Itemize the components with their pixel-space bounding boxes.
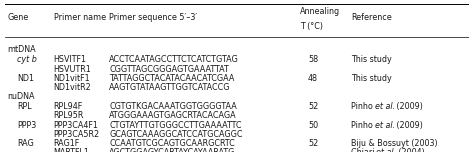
Text: et al.: et al. [376,148,396,152]
Text: PPP3: PPP3 [17,121,36,130]
Text: CGTGTKGACAAATGGTGGGGTAA: CGTGTKGACAAATGGTGGGGTAA [109,102,237,111]
Text: 52: 52 [308,102,319,111]
Text: CGGTTAGCGGGAGTGAAATTAT: CGGTTAGCGGGAGTGAAATTAT [109,65,229,74]
Text: Pinho: Pinho [351,102,375,111]
Text: RAG: RAG [17,139,34,148]
Text: RPL: RPL [17,102,32,111]
Text: ND1vitF1: ND1vitF1 [54,74,90,83]
Text: This study: This study [351,55,392,64]
Text: T (°C): T (°C) [300,22,323,31]
Text: 50: 50 [308,121,318,130]
Text: ACCTCAATAGCCTTCTCATCTGTAG: ACCTCAATAGCCTTCTCATCTGTAG [109,55,239,64]
Text: This study: This study [351,74,392,83]
Text: PPP3CA5R2: PPP3CA5R2 [54,130,100,139]
Text: (2009): (2009) [394,121,423,130]
Text: nuDNA: nuDNA [7,92,35,101]
Text: (2009): (2009) [394,102,423,111]
Text: et al.: et al. [374,102,395,111]
Text: Annealing: Annealing [300,7,340,16]
Text: Pinho: Pinho [351,121,375,130]
Text: AGCTGGAGYCARTAYCAYAARATG: AGCTGGAGYCARTAYCAYAARATG [109,148,236,152]
Text: cyt b: cyt b [17,55,37,64]
Text: HSVUTR1: HSVUTR1 [54,65,91,74]
Text: Primer sequence 5′–3′: Primer sequence 5′–3′ [109,13,198,22]
Text: RAG1F: RAG1F [54,139,80,148]
Text: Gene: Gene [7,13,28,22]
Text: RPL94F: RPL94F [54,102,83,111]
Text: AAGTGTATAAGTTGGTCATACCG: AAGTGTATAAGTTGGTCATACCG [109,83,231,92]
Text: ND1: ND1 [17,74,34,83]
Text: Biju & Bossuyt (2003): Biju & Bossuyt (2003) [351,139,438,148]
Text: HSVITF1: HSVITF1 [54,55,87,64]
Text: CTGTAYTTGTGGGCCTTGAAAATTC: CTGTAYTTGTGGGCCTTGAAAATTC [109,121,242,130]
Text: Chiari: Chiari [351,148,377,152]
Text: et al.: et al. [374,121,395,130]
Text: MARTFL1: MARTFL1 [54,148,90,152]
Text: PPP3CA4F1: PPP3CA4F1 [54,121,99,130]
Text: ATGGGAAAGTGAGCRTACACAGA: ATGGGAAAGTGAGCRTACACAGA [109,111,237,120]
Text: mtDNA: mtDNA [7,45,36,54]
Text: CCAATGTCGCAGTGCAARGCRTC: CCAATGTCGCAGTGCAARGCRTC [109,139,235,148]
Text: ND1vitR2: ND1vitR2 [54,83,91,92]
Text: Primer name: Primer name [54,13,106,22]
Text: RPL95R: RPL95R [54,111,84,120]
Text: (2004): (2004) [396,148,425,152]
Text: 48: 48 [308,74,318,83]
Text: TATTAGGCTACATACAACATCGAA: TATTAGGCTACATACAACATCGAA [109,74,235,83]
Text: 58: 58 [308,55,318,64]
Text: 52: 52 [308,139,319,148]
Text: Reference: Reference [351,13,392,22]
Text: GCAGTCAAAGGCATCCATGCAGGC: GCAGTCAAAGGCATCCATGCAGGC [109,130,243,139]
